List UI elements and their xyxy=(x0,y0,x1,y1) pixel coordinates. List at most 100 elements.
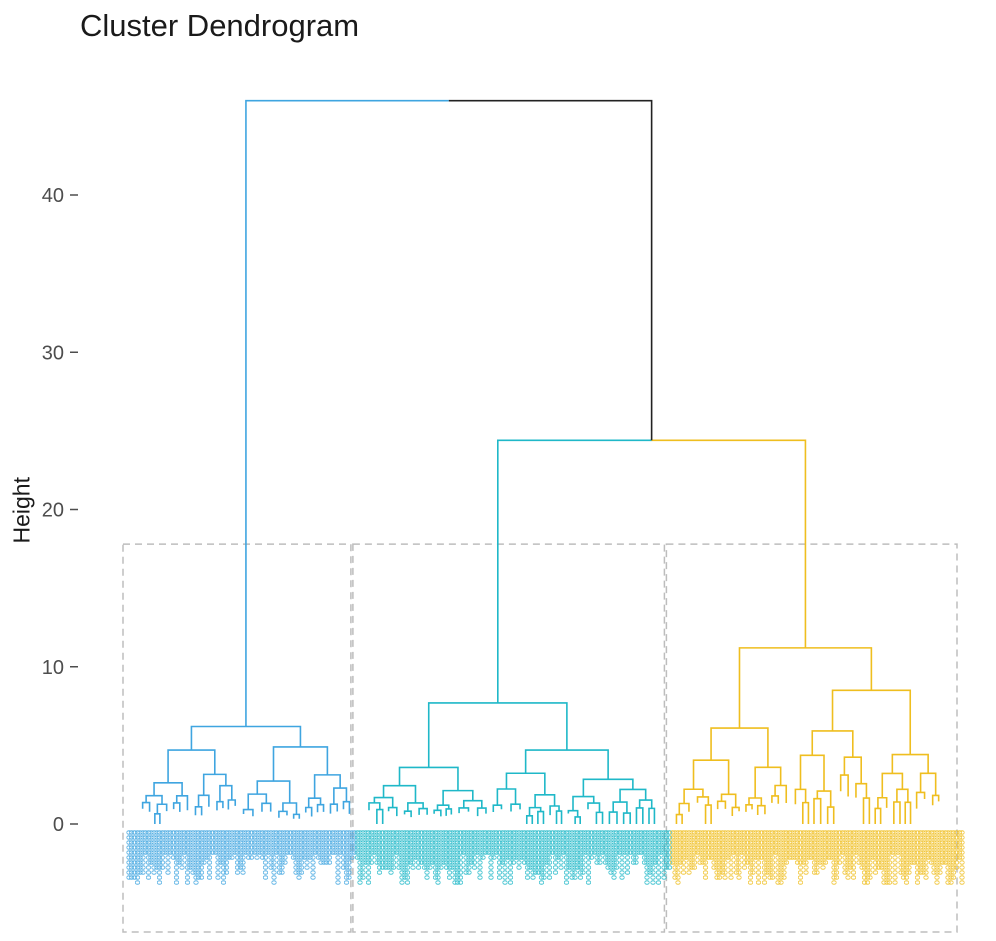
leaf-label: ooooooo xyxy=(595,830,605,865)
y-tick-label: 40 xyxy=(42,185,64,207)
leaf-label: oooooo xyxy=(824,830,834,860)
dendrogram-link xyxy=(387,806,398,817)
dendrogram-link xyxy=(549,805,560,816)
leaf-label: ooooo xyxy=(559,830,569,855)
dendrogram-link xyxy=(696,796,710,806)
leaf-label: oooooooo xyxy=(378,830,388,870)
dendrogram-link xyxy=(407,802,424,812)
dendrogram-link xyxy=(595,811,604,824)
leaf-label: oooooooo xyxy=(414,830,424,870)
leaf-label: ooooooooo xyxy=(375,830,385,875)
y-tick-label: 10 xyxy=(42,657,64,679)
leaf-label: ooooooooooo xyxy=(342,830,352,885)
leaf-label: oooooooooo xyxy=(528,830,538,880)
dendrogram-link xyxy=(904,801,912,824)
leaf-label: oooooooo xyxy=(556,830,566,870)
leaf-label: ooooooooo xyxy=(531,830,541,875)
leaf-label: ooooo xyxy=(211,830,221,855)
dendrogram-link xyxy=(256,780,291,803)
leaf-label: ooooooooooo xyxy=(584,830,594,885)
leaf-label: oooooo xyxy=(347,830,357,860)
dendrogram-link xyxy=(272,746,329,782)
leaf-label: oooooooo xyxy=(874,830,884,870)
dendrogram-link xyxy=(398,766,459,791)
leaf-labels: oooooooooooooooooooooooooooooooooooooooo… xyxy=(124,830,967,885)
leaf-label: oooooooooo xyxy=(779,830,789,880)
leaf-label: ooooooooo xyxy=(871,830,881,875)
dendrogram-link xyxy=(418,807,428,815)
leaf-label: ooooooooooo xyxy=(397,830,407,885)
leaf-label: ooooo xyxy=(838,830,848,855)
leaf-label: ooooooo xyxy=(927,830,937,865)
leaf-label: oooooooooo xyxy=(768,830,778,880)
leaf-label: oooooooooo xyxy=(735,830,745,880)
leaf-label: ooooooo xyxy=(910,830,920,865)
leaf-label: ooooo xyxy=(852,830,862,855)
leaf-label: oooooo xyxy=(827,830,837,860)
leaf-label: ooooooooooo xyxy=(863,830,873,885)
leaf-label: ooooooooooo xyxy=(453,830,463,885)
dendrogram-link xyxy=(153,782,183,796)
leaf-label: ooooooooo xyxy=(551,830,561,875)
leaf-label: ooooooooooo xyxy=(456,830,466,885)
leaf-label: oooooo xyxy=(751,830,761,860)
leaf-label: ooooooo xyxy=(743,830,753,865)
dendrogram-link xyxy=(675,813,683,824)
leaf-label: ooooooooo xyxy=(919,830,929,875)
leaf-label: ooooooooo xyxy=(386,830,396,875)
leaf-label: ooooooo xyxy=(632,830,642,865)
leaf-label: oooooooo xyxy=(177,830,187,870)
leaf-label: ooooo xyxy=(141,830,151,855)
leaf-label: ooooooooooo xyxy=(506,830,516,885)
leaf-label: oooooo xyxy=(314,830,324,860)
leaf-label: oooooooo xyxy=(604,830,614,870)
leaf-label: ooooooo xyxy=(698,830,708,865)
leaf-label: oooooooo xyxy=(437,830,447,870)
leaf-label: ooooo xyxy=(581,830,591,855)
dendrogram-link xyxy=(572,795,595,811)
leaf-label: ooooooooo xyxy=(732,830,742,875)
leaf-label: ooooooooo xyxy=(916,830,926,875)
leaf-label: oooooooooo xyxy=(487,830,497,880)
dendrogram-link xyxy=(172,802,181,812)
y-tick-label: 0 xyxy=(53,814,64,836)
dendrogram-link xyxy=(587,802,601,813)
leaf-label: oooooooo xyxy=(818,830,828,870)
leaf-label: ooooooooo xyxy=(679,830,689,875)
dendrogram-link xyxy=(704,804,712,824)
leaf-label: oooooooooo xyxy=(576,830,586,880)
dendrogram-link xyxy=(282,802,298,815)
leaf-label: ooooooo xyxy=(640,830,650,865)
leaf-label: oooooooooo xyxy=(400,830,410,880)
dendrogram-link xyxy=(307,797,322,808)
leaf-label: ooooooooooo xyxy=(673,830,683,885)
dendrogram-link xyxy=(316,803,325,813)
dendrogram-link xyxy=(731,806,740,817)
leaf-label: ooooooo xyxy=(280,830,290,865)
dendrogram-link xyxy=(826,806,835,824)
dendrogram-link xyxy=(496,788,517,806)
leaf-label: ooooooo xyxy=(629,830,639,865)
dendrogram-link xyxy=(247,793,268,810)
leaf-label: oooooooo xyxy=(395,830,405,870)
leaf-label: ooooooooo xyxy=(935,830,945,875)
leaf-label: ooooooooooo xyxy=(796,830,806,885)
dendrogram-link xyxy=(567,809,579,817)
leaf-label: ooooooooo xyxy=(464,830,474,875)
dendrogram-link xyxy=(329,803,339,814)
leaf-label: oooooooooo xyxy=(261,830,271,880)
leaf-label: oooooo xyxy=(202,830,212,860)
leaf-label: ooooooooo xyxy=(462,830,472,875)
leaf-label: ooooooooooo xyxy=(562,830,572,885)
leaf-label: ooooo xyxy=(264,830,274,855)
leaf-label: ooooooo xyxy=(216,830,226,865)
leaf-label: ooooooooo xyxy=(905,830,915,875)
leaf-label: oooooooooo xyxy=(144,830,154,880)
leaf-label: ooooooo xyxy=(676,830,686,865)
leaf-label: ooooooooo xyxy=(138,830,148,875)
dendrogram-link xyxy=(194,806,203,816)
leaf-label: ooooo xyxy=(894,830,904,855)
leaf-label: oooooo xyxy=(682,830,692,860)
dendrogram-link xyxy=(716,800,727,810)
cluster-box xyxy=(122,543,352,933)
